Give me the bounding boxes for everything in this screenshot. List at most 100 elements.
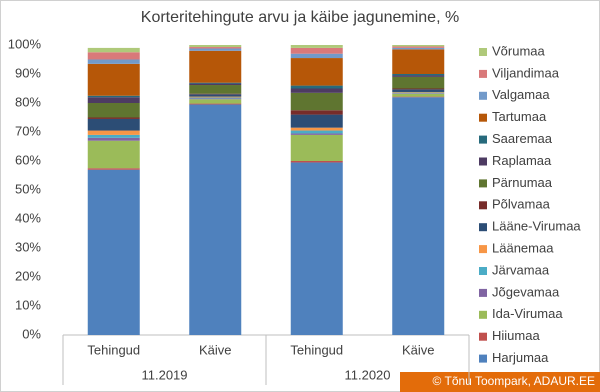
- legend-label: Võrumaa: [492, 43, 546, 58]
- bar-segment: [87, 169, 140, 335]
- bar-segment: [290, 92, 343, 111]
- bar-segment: [392, 74, 445, 76]
- x-tick-label: Käive: [402, 342, 435, 357]
- legend-swatch: [479, 332, 487, 341]
- credit-box: [400, 372, 600, 392]
- bar-segment: [87, 118, 140, 131]
- bar-segment: [392, 92, 445, 94]
- y-tick-label: 40%: [15, 210, 41, 225]
- bar-segment: [290, 85, 343, 89]
- bar-segment: [290, 110, 343, 115]
- bar-segment: [189, 97, 242, 99]
- bar-segment: [87, 137, 140, 141]
- bar-segment: [290, 45, 343, 48]
- legend-label: Järvamaa: [492, 262, 550, 277]
- legend-label: Ida-Virumaa: [492, 306, 563, 321]
- bar-segment: [290, 161, 343, 163]
- legend-swatch: [479, 223, 487, 232]
- y-tick-label: 90%: [15, 65, 41, 80]
- y-tick-label: 10%: [15, 297, 41, 312]
- bar-segment: [392, 45, 445, 47]
- y-tick-label: 50%: [15, 181, 41, 196]
- bar-segment: [87, 130, 140, 135]
- legend-swatch: [479, 245, 487, 254]
- bar-segment: [290, 133, 343, 135]
- legend-label: Pärnumaa: [492, 175, 553, 190]
- legend-swatch: [479, 48, 487, 56]
- bar-segment: [87, 52, 140, 60]
- bar-segment: [189, 96, 242, 98]
- legend-swatch: [479, 310, 487, 319]
- bar-segment: [392, 46, 445, 48]
- y-tick-label: 70%: [15, 123, 41, 138]
- bar-segment: [392, 89, 445, 92]
- group-label: 11.2019: [141, 367, 187, 382]
- legend-label: Põlvamaa: [492, 197, 551, 212]
- legend-label: Saaremaa: [492, 131, 553, 146]
- bar-segment: [189, 104, 242, 335]
- legend-label: Viljandimaa: [492, 65, 560, 80]
- bar-segment: [392, 93, 445, 94]
- bar-segment: [290, 58, 343, 86]
- bar-segment: [87, 140, 140, 169]
- bar-segment: [87, 103, 140, 118]
- legend-swatch: [479, 288, 487, 297]
- legend-label: Harjumaa: [492, 350, 549, 365]
- bar-segment: [290, 53, 343, 59]
- legend-swatch: [479, 135, 487, 144]
- bar-segment: [189, 83, 242, 86]
- bar-segment: [392, 96, 445, 98]
- bar-segment: [392, 47, 445, 50]
- bar-segment: [87, 63, 140, 96]
- bar-segment: [392, 97, 445, 335]
- legend-label: Raplamaa: [492, 153, 552, 168]
- bar-segment: [392, 49, 445, 74]
- legend-label: Tartumaa: [492, 109, 547, 124]
- bar-segment: [290, 134, 343, 161]
- bar-segment: [189, 93, 242, 95]
- credit: © Tõnu Toompark, ADAUR.EE: [433, 374, 595, 388]
- bar-segment: [290, 127, 343, 131]
- chart-title: Korteritehingute arvu ja käibe jagunemin…: [141, 9, 459, 26]
- legend-label: Valgamaa: [492, 87, 550, 102]
- bar-segment: [392, 75, 445, 77]
- legend-label: Lääne-Virumaa: [492, 219, 581, 234]
- bar-segment: [87, 168, 140, 170]
- bar-segment: [290, 114, 343, 128]
- bar-segment: [189, 50, 242, 83]
- bar-segment: [392, 91, 445, 93]
- y-tick-label: 80%: [15, 94, 41, 109]
- bar-segment: [189, 103, 242, 105]
- y-tick-label: 30%: [15, 239, 41, 254]
- legend-swatch: [479, 91, 487, 100]
- bar-segment: [87, 59, 140, 64]
- bar-segment: [392, 76, 445, 89]
- legend-label: Jõgevamaa: [492, 284, 560, 299]
- bar-segment: [290, 130, 343, 134]
- bar-segment: [392, 88, 445, 90]
- bar-segment: [290, 88, 343, 93]
- bar-segment: [189, 47, 242, 49]
- bar-segment: [87, 97, 140, 103]
- bar-segment: [189, 48, 242, 51]
- legend-swatch: [479, 354, 487, 363]
- bar-segment: [189, 85, 242, 94]
- bar-segment: [290, 162, 343, 335]
- bar-segment: [189, 99, 242, 104]
- x-tick-label: Käive: [199, 342, 232, 357]
- y-tick-label: 100%: [8, 36, 42, 51]
- bar-segment: [189, 82, 242, 84]
- y-tick-label: 60%: [15, 152, 41, 167]
- legend-label: Läänemaa: [492, 241, 554, 256]
- y-tick-label: 20%: [15, 268, 41, 283]
- bar-segment: [87, 47, 140, 53]
- legend-swatch: [479, 69, 487, 78]
- x-tick-label: Tehingud: [290, 342, 343, 357]
- bar-segment: [87, 95, 140, 98]
- legend-swatch: [479, 113, 487, 122]
- bar-segment: [87, 134, 140, 138]
- bar-segment: [392, 93, 445, 97]
- bar-segment: [189, 45, 242, 48]
- bar-segment: [189, 98, 242, 100]
